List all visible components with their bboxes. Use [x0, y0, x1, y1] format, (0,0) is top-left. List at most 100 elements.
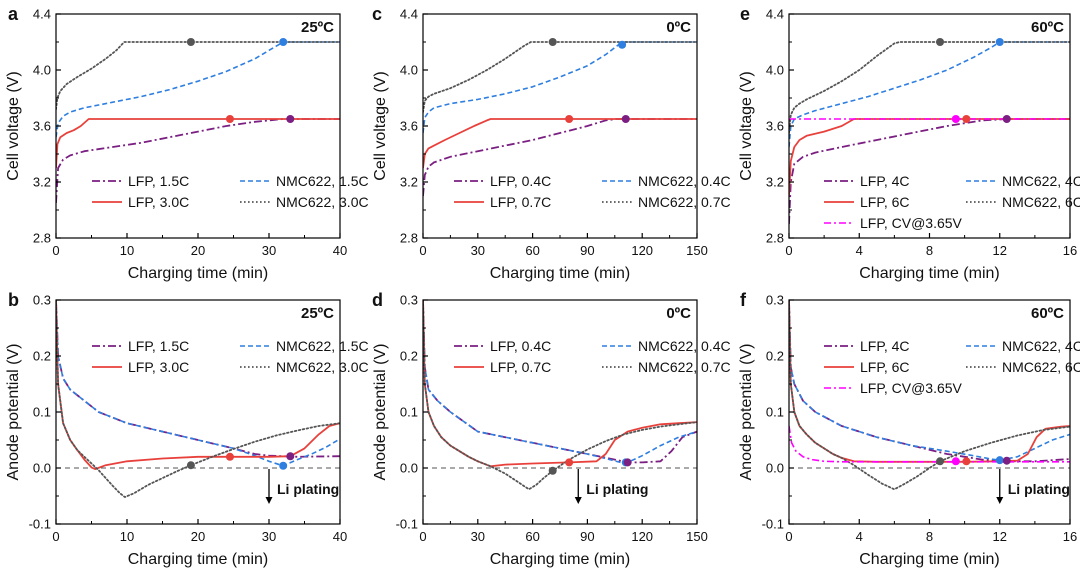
y-tick-label: 3.2	[400, 175, 418, 190]
cutoff-marker-lfp_low	[1002, 456, 1011, 465]
y-tick-label: 0.1	[766, 405, 784, 420]
series-line-nmc_low	[56, 300, 340, 467]
y-tick-label: 0.3	[400, 293, 418, 308]
cutoff-marker-nmc_high	[936, 457, 945, 466]
legend-entry: LFP, 6C	[860, 359, 910, 375]
panel-letter: d	[372, 290, 383, 310]
temperature-label: 0ºC	[666, 305, 691, 322]
legend-entry: LFP, 1.5C	[128, 173, 189, 189]
chart-panel-b: 0 10 20 30 40 -0.1 0.0 0.1 0.2 0.3 Charging time (…	[5, 290, 369, 568]
x-tick-label: 0	[52, 529, 59, 544]
temperature-label: 25ºC	[301, 19, 334, 36]
x-tick-label: 12	[993, 529, 1007, 544]
panel-letter: f	[740, 290, 747, 310]
series-line-lfp_high	[423, 300, 697, 468]
cutoff-marker-lfp_high	[225, 452, 234, 461]
series-line-lfp_low	[423, 300, 697, 464]
plating-label: Li plating	[277, 481, 339, 497]
x-tick-label: 0	[52, 243, 59, 258]
x-axis-label: Charging time (min)	[128, 265, 268, 282]
legend-entry: LFP, 3.0C	[128, 359, 189, 375]
cutoff-marker-nmc_high	[186, 461, 195, 470]
chart-panel-c: 0 30 60 90 120 150 2.8 3.2 3.6 4.0 4.4 Charging tim…	[372, 4, 731, 282]
y-axis-label: Cell voltage (V)	[5, 71, 22, 180]
legend-entry: LFP, 6C	[860, 194, 910, 210]
x-tick-label: 120	[631, 529, 653, 544]
cutoff-marker-lfp_high	[565, 458, 574, 467]
series-line-nmc_high	[56, 300, 340, 499]
series-line-nmc_low	[789, 300, 1070, 462]
series-group	[789, 300, 1070, 491]
series-line-nmc_low	[423, 41, 697, 134]
legend-entry: LFP, 0.4C	[490, 338, 551, 354]
y-tick-label: 4.4	[766, 7, 784, 22]
x-axis-label: Charging time (min)	[490, 551, 630, 568]
series-line-lfp_low	[56, 300, 340, 458]
y-tick-label: 0.3	[33, 293, 51, 308]
cutoff-marker-nmc_high	[936, 38, 945, 46]
cutoff-marker-lfp_low	[623, 458, 632, 467]
panel-letter: a	[8, 4, 19, 24]
x-tick-label: 150	[686, 529, 708, 544]
x-tick-label: 30	[262, 529, 276, 544]
legend-entry: NMC622, 1.5C	[276, 338, 369, 354]
series-line-lfp_high	[56, 118, 340, 169]
cutoff-marker-nmc_low	[995, 456, 1004, 465]
x-tick-label: 16	[1063, 529, 1077, 544]
x-tick-label: 0	[785, 529, 792, 544]
y-tick-label: 0.0	[400, 461, 418, 476]
plating-arrow-head	[574, 497, 582, 504]
x-axis-label: Charging time (min)	[128, 551, 268, 568]
cutoff-marker-nmc_low	[279, 38, 288, 46]
y-tick-label: 0.2	[400, 349, 418, 364]
cutoff-marker-cv	[951, 115, 960, 123]
y-tick-label: 4.4	[400, 7, 418, 22]
chart-panel-a: 0 10 20 30 40 2.8 3.2 3.6 4.0 4.4 Charging time (m…	[5, 4, 369, 282]
series-line-lfp_high	[423, 118, 697, 169]
y-tick-label: 0.2	[766, 349, 784, 364]
y-axis-label: Anode potential (V)	[372, 344, 389, 481]
series-line-lfp_low	[56, 118, 340, 204]
y-axis-label: Cell voltage (V)	[738, 71, 755, 180]
x-tick-label: 20	[191, 529, 205, 544]
series-line-nmc_high	[56, 41, 340, 111]
x-axis-label: Charging time (min)	[490, 265, 630, 282]
y-tick-label: 0.3	[766, 293, 784, 308]
series-group	[423, 300, 697, 491]
axes-frame	[422, 299, 698, 525]
legend-entry: NMC622, 1.5C	[276, 173, 369, 189]
y-tick-label: 0.0	[766, 461, 784, 476]
panel-letter: b	[8, 290, 19, 310]
x-tick-label: 10	[120, 243, 134, 258]
series-group	[56, 41, 340, 204]
legend-entry: LFP, CV@3.65V	[860, 215, 963, 231]
y-tick-label: 0.2	[33, 349, 51, 364]
legend-entry: NMC622, 4C	[1002, 338, 1080, 354]
legend-entry: LFP, 0.7C	[490, 359, 551, 375]
y-tick-label: 2.8	[400, 231, 418, 246]
y-tick-label: 4.4	[33, 7, 51, 22]
y-tick-label: 3.6	[33, 119, 51, 134]
legend-entry: LFP, CV@3.65V	[860, 380, 963, 396]
series-line-lfp_low	[423, 118, 697, 197]
x-tick-label: 30	[262, 243, 276, 258]
x-tick-label: 8	[926, 243, 933, 258]
plating-label: Li plating	[1008, 481, 1070, 497]
x-tick-label: 4	[856, 529, 863, 544]
y-tick-label: 3.6	[766, 119, 784, 134]
series-line-nmc_high	[789, 300, 1070, 491]
x-tick-label: 120	[631, 243, 653, 258]
cutoff-marker-nmc_high	[548, 38, 557, 46]
temperature-label: 60ºC	[1031, 305, 1064, 322]
chart-panel-f: 0 4 8 12 16 -0.1 0.0 0.1 0.2 0.3 Charging time (mi…	[738, 290, 1080, 568]
chart-panel-e: 0 4 8 12 16 2.8 3.2 3.6 4.0 4.4 Charging time (min…	[738, 4, 1080, 282]
series-line-nmc_low	[423, 300, 697, 464]
x-tick-label: 60	[525, 243, 539, 258]
y-tick-label: -0.1	[396, 517, 418, 532]
y-tick-label: 4.0	[400, 63, 418, 78]
cutoff-marker-nmc_low	[995, 38, 1004, 46]
y-tick-label: -0.1	[29, 517, 51, 532]
x-tick-label: 40	[333, 243, 347, 258]
legend-entry: NMC622, 3.0C	[276, 359, 369, 375]
